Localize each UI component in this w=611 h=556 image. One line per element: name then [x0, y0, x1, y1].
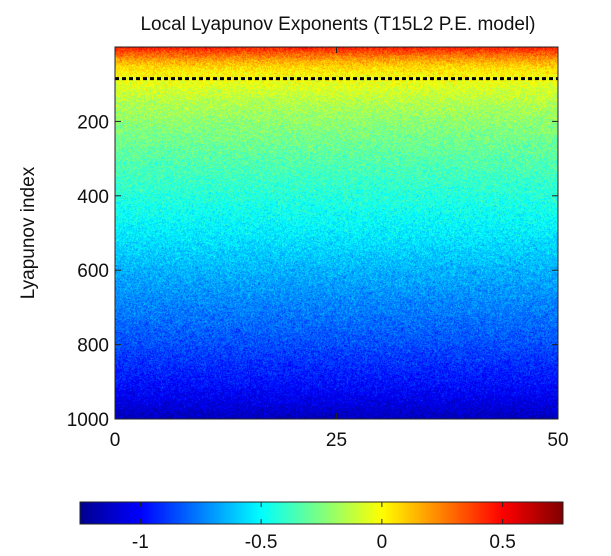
colorbar-tick-label: -1 — [132, 532, 149, 553]
colorbar — [80, 502, 563, 524]
x-tick-label: 0 — [110, 430, 121, 451]
y-axis: 200 400 600 800 1000 — [67, 112, 558, 431]
chart-title: Local Lyapunov Exponents (T15L2 P.E. mod… — [140, 14, 535, 35]
colorbar-tick-label: -0.5 — [245, 532, 278, 553]
y-tick-label: 800 — [77, 336, 109, 357]
colorbar-tick-label: 0 — [377, 532, 388, 553]
y-tick-label: 1000 — [67, 410, 109, 431]
colorbar-frame — [79, 501, 564, 525]
heatmap-image — [115, 47, 558, 419]
x-tick-label: 25 — [326, 430, 347, 451]
y-tick-label: 200 — [77, 112, 109, 133]
x-tick-label: 50 — [547, 430, 568, 451]
colorbar-tick-label: 0.5 — [489, 532, 515, 553]
x-axis: 0 25 50 — [110, 47, 569, 451]
heatmap-plot-area — [115, 47, 558, 419]
y-tick-label: 600 — [77, 261, 109, 282]
y-tick-label: 400 — [77, 187, 109, 208]
colorbar-axis: -1 -0.5 0 0.5 — [132, 502, 516, 553]
colorbar-gradient — [80, 502, 563, 524]
y-axis-label: Lyapunov index — [18, 166, 39, 299]
